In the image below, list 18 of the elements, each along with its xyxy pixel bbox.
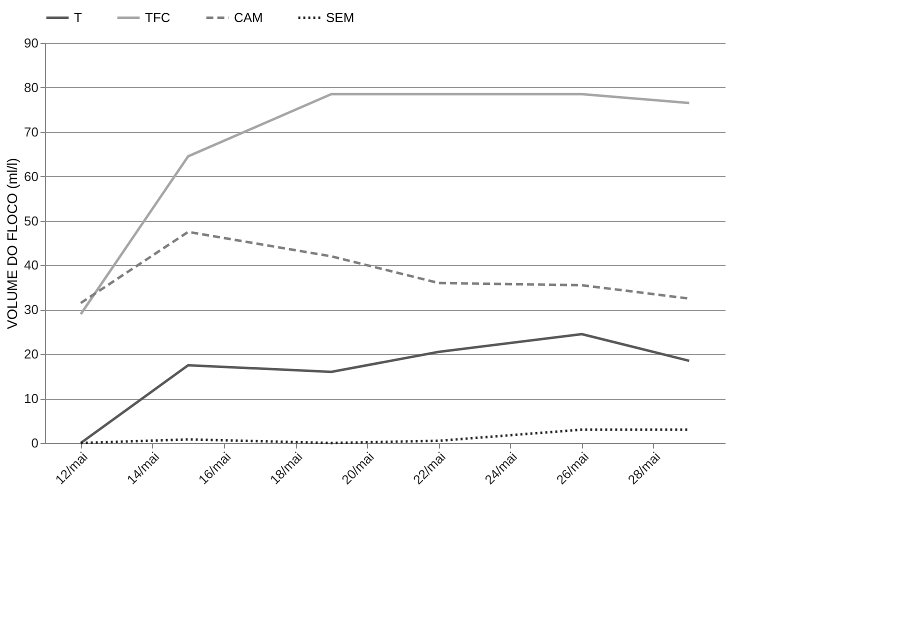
y-tick-label: 30 bbox=[24, 302, 38, 318]
y-tick-label: 70 bbox=[24, 124, 38, 140]
y-tick-label: 90 bbox=[24, 36, 38, 50]
legend-label: SEM bbox=[326, 10, 354, 25]
legend-label: T bbox=[74, 10, 82, 25]
y-tick-label: 80 bbox=[24, 80, 38, 95]
y-tick-label: 20 bbox=[24, 346, 38, 362]
y-tick-label: 40 bbox=[24, 258, 38, 273]
line-series bbox=[80, 92, 690, 316]
y-tick-label: 60 bbox=[24, 168, 38, 184]
y-tick-label: 50 bbox=[24, 213, 38, 228]
y-tick-label: 0 bbox=[31, 436, 38, 450]
legend-label: TFC bbox=[145, 10, 170, 25]
y-tick-label: 10 bbox=[24, 391, 38, 406]
legend-label: CAM bbox=[234, 10, 263, 25]
line-series bbox=[80, 332, 690, 444]
y-axis-title: VOLUME DO FLOCO (ml/l) bbox=[4, 158, 20, 330]
line-series bbox=[80, 230, 690, 304]
